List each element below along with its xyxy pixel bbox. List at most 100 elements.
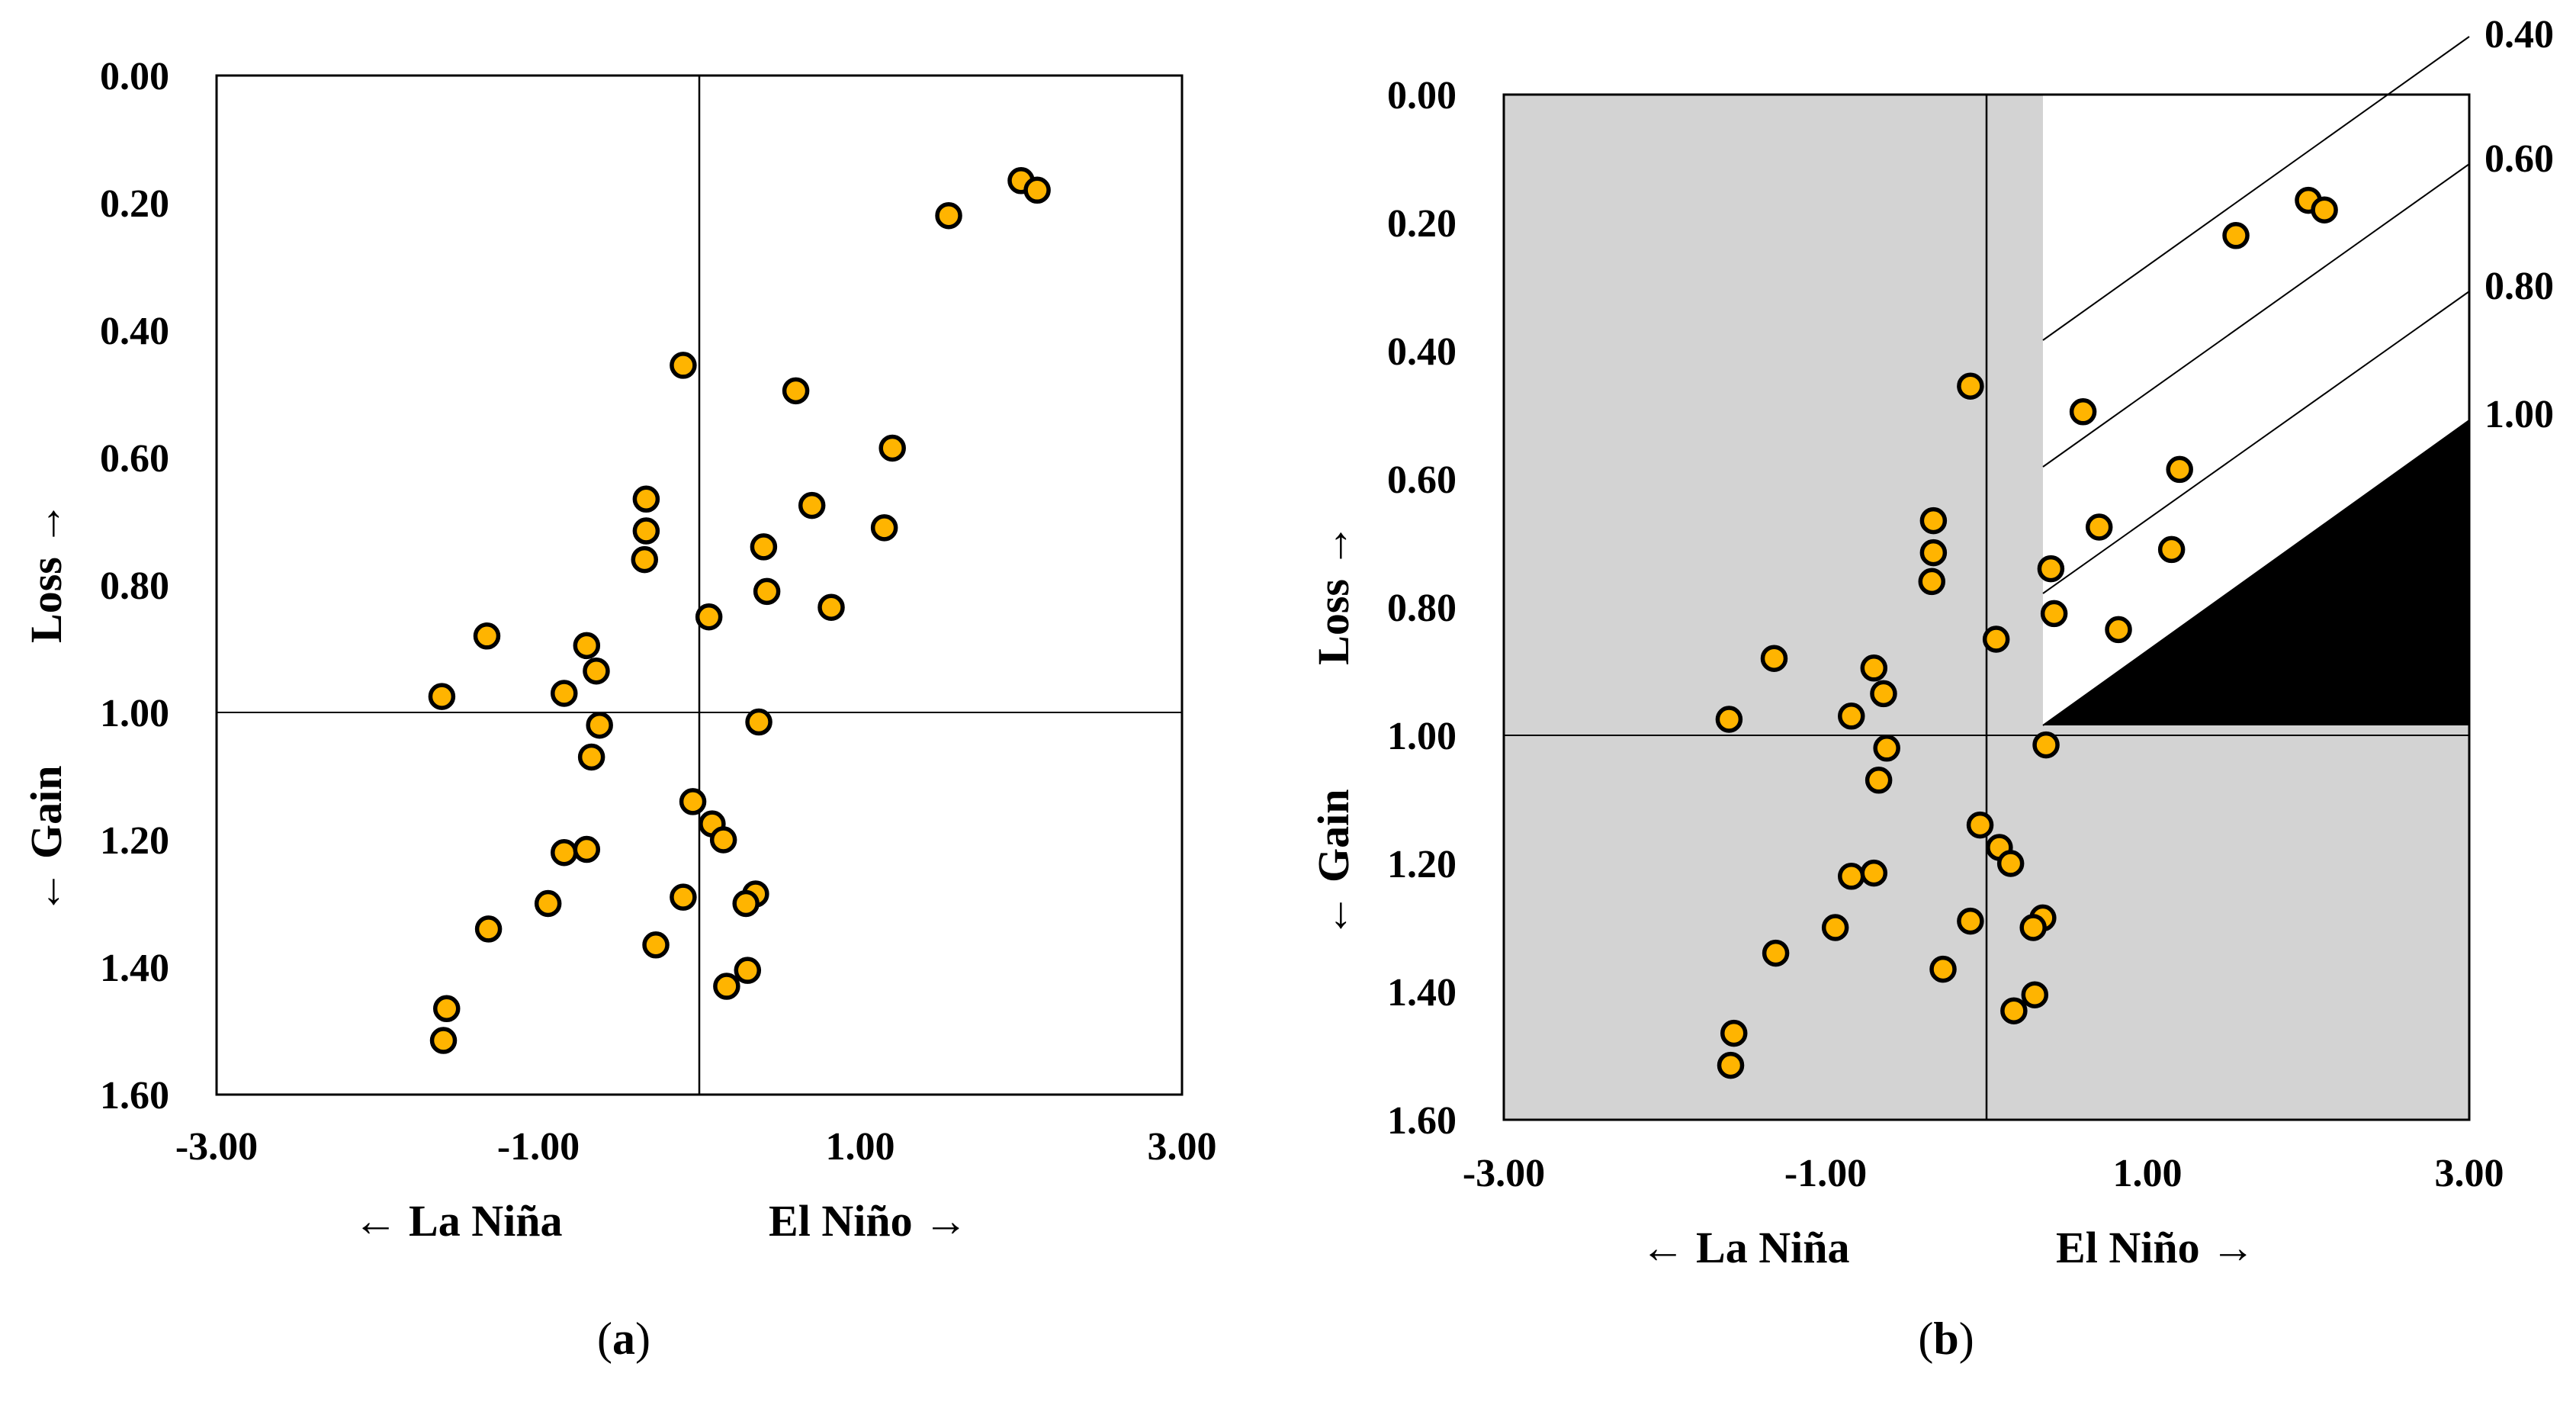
panel-label-close: ) xyxy=(1959,1314,1974,1364)
data-point xyxy=(782,377,810,405)
ratio-label-0.80: 0.80 xyxy=(2484,265,2554,308)
data-point xyxy=(1821,914,1849,941)
data-point xyxy=(2019,914,2047,941)
x-tick-label: 1.00 xyxy=(826,1125,895,1169)
ratio-label-0.40: 0.40 xyxy=(2484,13,2554,56)
data-point xyxy=(1929,955,1957,983)
y-axis-label-gain: ← Gain xyxy=(1309,789,1358,938)
data-point xyxy=(1762,939,1790,967)
data-point xyxy=(750,533,778,561)
data-point xyxy=(573,632,601,660)
y-tick-label: 1.60 xyxy=(1387,1099,1457,1143)
y-tick-label: 1.00 xyxy=(1387,715,1457,758)
data-point xyxy=(632,517,660,545)
data-point xyxy=(1760,645,1788,672)
ratio-line-0.80 xyxy=(2042,291,2470,594)
x-tick-label: -1.00 xyxy=(497,1125,580,1169)
data-point xyxy=(1996,850,2025,877)
data-point xyxy=(642,931,670,959)
data-point xyxy=(586,711,613,739)
data-point xyxy=(1919,506,1948,535)
y-tick-label: 1.40 xyxy=(1387,971,1457,1015)
x-axis-label-la-nina: ← La Niña xyxy=(354,1196,563,1246)
data-point xyxy=(1865,767,1893,794)
ratio-label-0.60: 0.60 xyxy=(2484,137,2554,181)
data-point xyxy=(734,957,762,984)
data-point xyxy=(1838,703,1865,730)
y-tick-label: 0.00 xyxy=(1387,74,1457,117)
data-point xyxy=(428,683,456,710)
data-point xyxy=(935,201,962,230)
data-point xyxy=(1715,706,1743,733)
y-tick-label: 0.40 xyxy=(100,310,169,353)
data-point xyxy=(577,743,605,771)
data-point xyxy=(870,514,898,542)
data-point xyxy=(551,680,578,707)
data-point xyxy=(632,485,660,513)
x-tick-label: -3.00 xyxy=(1463,1152,1545,1195)
data-point xyxy=(2040,600,2068,628)
data-point xyxy=(2032,731,2060,759)
y-tick-label: 1.00 xyxy=(100,692,169,735)
ratio-line-0.60 xyxy=(2042,163,2470,468)
data-point xyxy=(1860,859,1888,887)
data-point xyxy=(1982,625,2010,653)
data-point xyxy=(670,883,697,911)
data-point xyxy=(1860,654,1888,682)
panel-label-letter: b xyxy=(1933,1314,1958,1364)
x-axis-label-el-nino: El Niño → xyxy=(769,1196,968,1246)
panel-label-close: ) xyxy=(635,1314,650,1364)
ratio-label-1.00: 1.00 xyxy=(2484,393,2554,436)
y-tick-label: 1.60 xyxy=(100,1074,169,1117)
data-point xyxy=(474,915,503,943)
panel-label-open: ( xyxy=(1918,1314,1933,1364)
data-point xyxy=(2000,997,2028,1024)
data-point xyxy=(1717,1051,1745,1079)
y-tick-label: 0.20 xyxy=(1387,202,1457,246)
data-point xyxy=(1720,1019,1748,1047)
panel-label: (b) xyxy=(1918,1314,1974,1364)
y-tick-label: 0.20 xyxy=(100,182,169,226)
data-point xyxy=(583,657,610,685)
data-point xyxy=(732,889,760,918)
data-point xyxy=(2085,513,2113,541)
panel-b-scatter-chart: 0.40 0.60 0.80 1.00 0.00 0.20 0.40 0.60 0.80 1.00… xyxy=(1309,13,2554,1364)
data-point xyxy=(798,491,826,519)
data-point xyxy=(679,788,707,815)
panel-label: (a) xyxy=(597,1314,650,1364)
y-tick-label: 1.20 xyxy=(100,819,169,863)
data-point xyxy=(534,889,562,918)
data-point xyxy=(432,995,461,1023)
x-tick-label: 3.00 xyxy=(1148,1125,1217,1169)
data-point xyxy=(2037,555,2065,583)
y-tick-label: 0.40 xyxy=(1387,330,1457,374)
x-axis-label-la-nina: ← La Niña xyxy=(1641,1223,1850,1272)
data-point xyxy=(1957,372,1984,400)
data-point xyxy=(670,352,697,379)
ratio-line-1.00 xyxy=(2042,420,2470,726)
data-point xyxy=(2021,981,2049,1008)
y-axis-label-gain: ← Gain xyxy=(21,766,71,915)
panel-a-scatter-chart: 0.00 0.20 0.40 0.60 0.80 1.00 1.20 1.40 1.60-3.0… xyxy=(21,55,1217,1364)
y-tick-label: 1.20 xyxy=(1387,843,1457,886)
data-point xyxy=(2311,196,2338,223)
data-point xyxy=(1023,176,1051,204)
x-axis-label-el-nino: El Niño → xyxy=(2056,1223,2255,1272)
data-point xyxy=(1918,568,1946,596)
data-point xyxy=(631,545,659,574)
data-point xyxy=(709,826,737,854)
y-axis-label-loss: Loss → xyxy=(21,502,71,643)
data-point xyxy=(2105,616,2132,644)
data-point xyxy=(695,603,723,631)
y-tick-label: 0.60 xyxy=(1387,458,1457,502)
data-point xyxy=(1957,907,1984,935)
data-point xyxy=(1838,863,1865,890)
y-tick-label: 0.80 xyxy=(1387,587,1457,630)
data-point xyxy=(1873,735,1900,762)
data-point xyxy=(2069,398,2097,426)
data-point xyxy=(878,434,906,462)
ratio-line-0.40 xyxy=(2042,36,2470,341)
x-tick-label: 1.00 xyxy=(2113,1152,2183,1195)
data-point xyxy=(1919,539,1948,567)
